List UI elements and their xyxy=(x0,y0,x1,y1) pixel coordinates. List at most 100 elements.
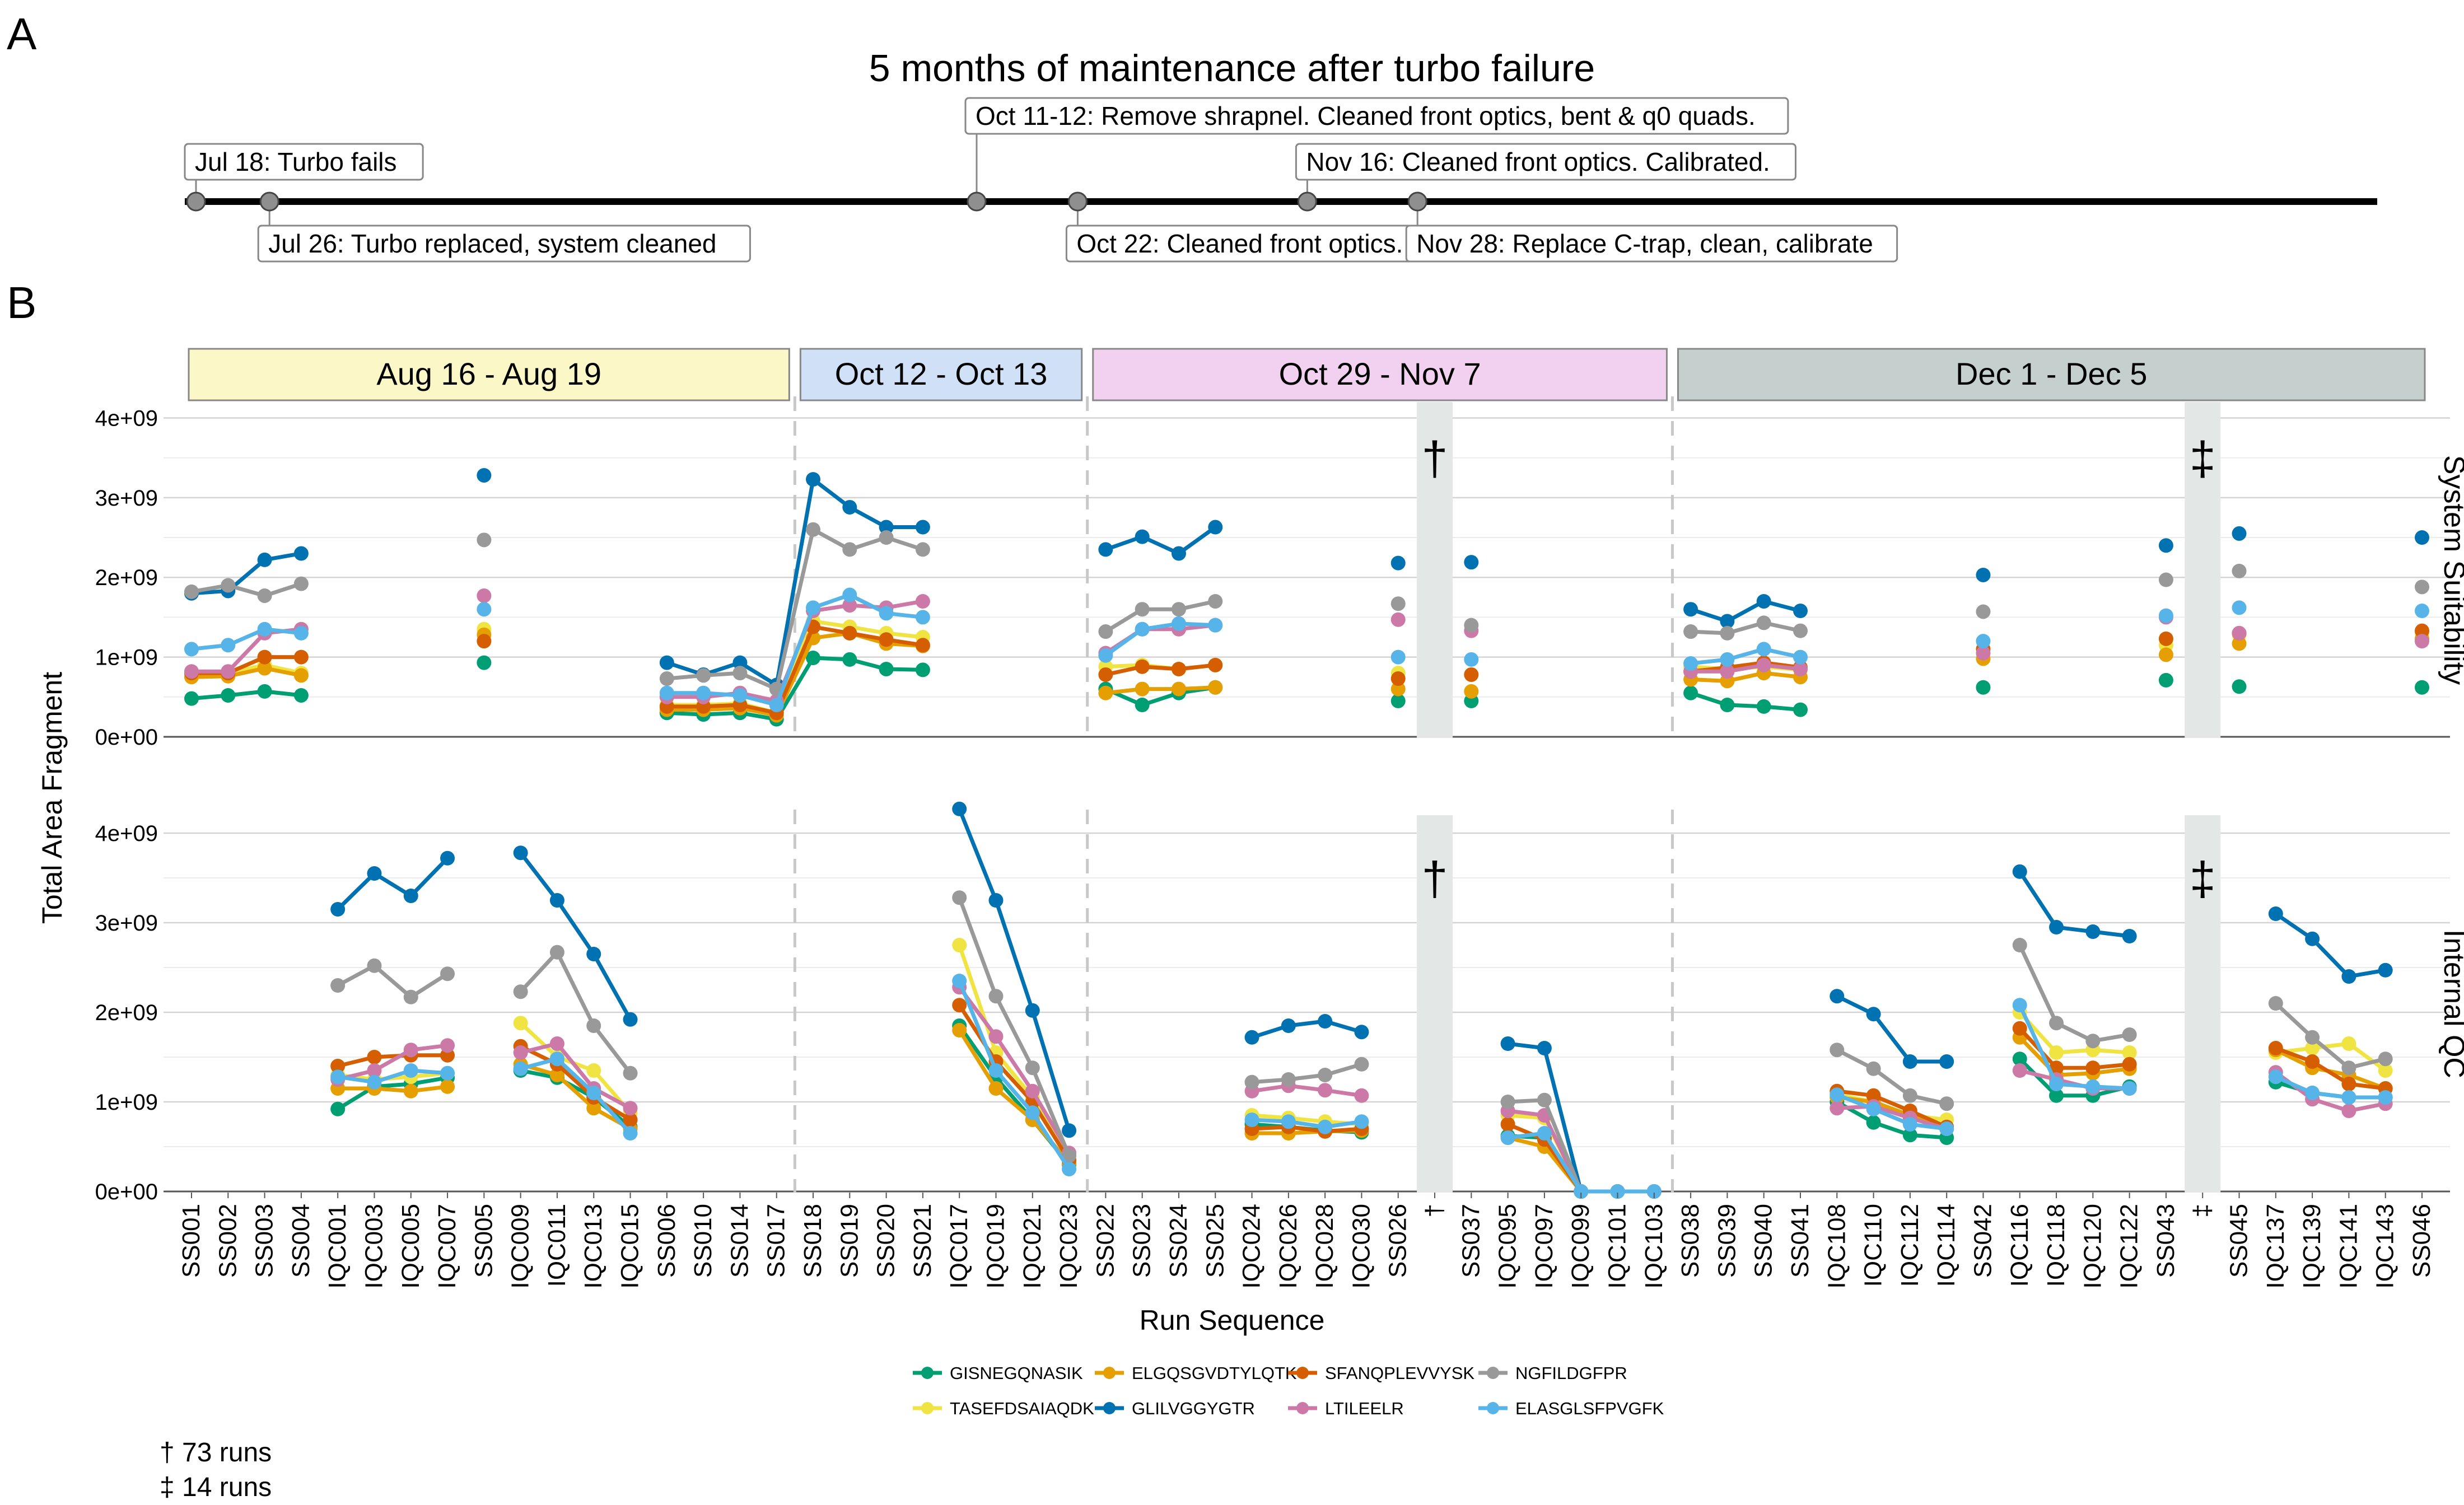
data-point xyxy=(1318,1083,1333,1098)
data-point xyxy=(513,1061,528,1076)
data-point xyxy=(1830,1043,1845,1058)
data-point xyxy=(1683,685,1698,700)
data-point xyxy=(1171,681,1186,697)
data-point xyxy=(403,889,418,903)
x-tick-label: IQC116 xyxy=(2006,1204,2033,1287)
series-line xyxy=(1104,599,1216,634)
data-point xyxy=(1756,615,1771,630)
timeline-events: Jul 18: Turbo fails Jul 26: Turbo replace… xyxy=(184,97,1898,263)
data-point xyxy=(1500,1117,1515,1132)
data-point xyxy=(623,1012,638,1027)
x-tick-label: IQC120 xyxy=(2079,1204,2106,1289)
data-point xyxy=(1208,680,1223,695)
x-tick-label: IQC097 xyxy=(1530,1204,1558,1289)
data-point xyxy=(257,661,272,676)
data-point xyxy=(293,649,309,665)
legend-item: GISNEGQNASIK xyxy=(913,1363,1083,1383)
timeline-event: Nov 28: Replace C-trap, clean, calibrate xyxy=(1405,191,1898,263)
data-point xyxy=(1500,1095,1515,1109)
x-tick-label: IQC024 xyxy=(1238,1204,1266,1289)
x-tick-label: SS040 xyxy=(1750,1204,1777,1278)
x-tick-label: SS021 xyxy=(909,1204,936,1278)
x-tick-label: IQC019 xyxy=(982,1204,1009,1289)
data-point xyxy=(1390,555,1406,571)
data-point xyxy=(2085,1060,2101,1076)
x-tick-label: SS039 xyxy=(1713,1204,1740,1278)
timeline-event: Jul 18: Turbo fails xyxy=(184,143,424,212)
series-line xyxy=(2018,1027,2130,1070)
data-point xyxy=(1390,596,1406,611)
data-point xyxy=(2378,1090,2393,1105)
series-line xyxy=(1836,1092,1947,1131)
data-point xyxy=(1281,1018,1296,1033)
data-point xyxy=(1902,1117,1917,1132)
series-elasglsfpvgfk xyxy=(330,974,2393,1199)
data-point xyxy=(293,546,309,561)
data-point xyxy=(2415,530,2429,545)
data-point xyxy=(2158,647,2173,662)
data-point xyxy=(952,890,967,905)
data-point xyxy=(1830,989,1845,1004)
data-point xyxy=(257,588,272,603)
data-point xyxy=(2232,600,2247,615)
series-line xyxy=(191,582,302,598)
series-line xyxy=(957,944,1071,1157)
y-tick-label: 0e+00 xyxy=(95,725,158,750)
data-point xyxy=(1464,652,1479,667)
legend-swatch-point xyxy=(1296,1402,1309,1414)
timeline-event: Jul 26: Turbo replaced, system cleaned xyxy=(257,191,751,263)
series-line xyxy=(1690,599,1801,624)
data-point xyxy=(2232,563,2247,578)
y-tick-label: 2e+09 xyxy=(95,1001,158,1025)
data-point xyxy=(623,1113,638,1127)
data-point xyxy=(1390,671,1406,686)
data-point xyxy=(221,664,236,679)
legend-label: NGFILDGFPR xyxy=(1515,1363,1627,1383)
data-point xyxy=(988,1029,1004,1044)
maintenance-timeline: 5 months of maintenance after turbo fail… xyxy=(184,47,2377,263)
facet-label: System Suitability xyxy=(2438,455,2464,685)
series-ltileelr xyxy=(184,588,2429,708)
data-point xyxy=(879,520,894,535)
legend-label: GISNEGQNASIK xyxy=(950,1363,1083,1383)
series-line xyxy=(1104,685,1216,707)
y-tick-label: 1e+09 xyxy=(95,646,158,670)
qc-chart: Aug 16 - Aug 19 Oct 12 - Oct 13 Oct 29 - N… xyxy=(36,348,2464,1418)
data-point xyxy=(879,661,894,676)
data-point xyxy=(403,1063,418,1078)
period-strip-label: Dec 1 - Dec 5 xyxy=(1956,356,2147,391)
x-tick-label: IQC112 xyxy=(1896,1204,1924,1287)
data-point xyxy=(549,945,564,960)
timeline-event: Nov 16: Cleaned front optics. Calibrated… xyxy=(1295,143,1796,212)
timeline-event-label: Oct 11-12: Remove shrapnel. Cleaned fron… xyxy=(976,101,1756,130)
data-point xyxy=(2232,636,2247,651)
legend-label: SFANQPLEVVYSK xyxy=(1325,1363,1474,1383)
series-line xyxy=(2274,912,2386,979)
legend-swatch-point xyxy=(1487,1367,1499,1379)
series-line xyxy=(1507,1135,1654,1194)
series-line xyxy=(1104,621,1216,657)
data-point xyxy=(2158,672,2173,688)
x-tick-label: IQC003 xyxy=(360,1204,388,1289)
data-point xyxy=(1098,667,1113,682)
period-strip-label: Aug 16 - Aug 19 xyxy=(376,356,601,391)
x-tick-label: SS006 xyxy=(653,1204,680,1278)
data-point xyxy=(1610,1184,1625,1199)
data-point xyxy=(549,1051,564,1067)
series-line xyxy=(2018,1011,2130,1055)
data-point xyxy=(1756,642,1771,657)
data-point xyxy=(367,1063,382,1078)
series-line xyxy=(2275,1041,2387,1072)
data-point xyxy=(732,655,748,670)
series-line xyxy=(2018,944,2130,1043)
data-point xyxy=(1135,621,1150,637)
data-point xyxy=(952,1023,967,1037)
data-point xyxy=(477,532,492,548)
data-point xyxy=(1464,555,1479,570)
data-point xyxy=(1354,1025,1369,1040)
x-tick-label: SS025 xyxy=(1201,1204,1229,1278)
data-point xyxy=(513,984,528,999)
data-point xyxy=(1025,1083,1040,1099)
x-tick-label: IQC101 xyxy=(1604,1204,1631,1289)
x-tick-label: SS020 xyxy=(872,1204,900,1278)
